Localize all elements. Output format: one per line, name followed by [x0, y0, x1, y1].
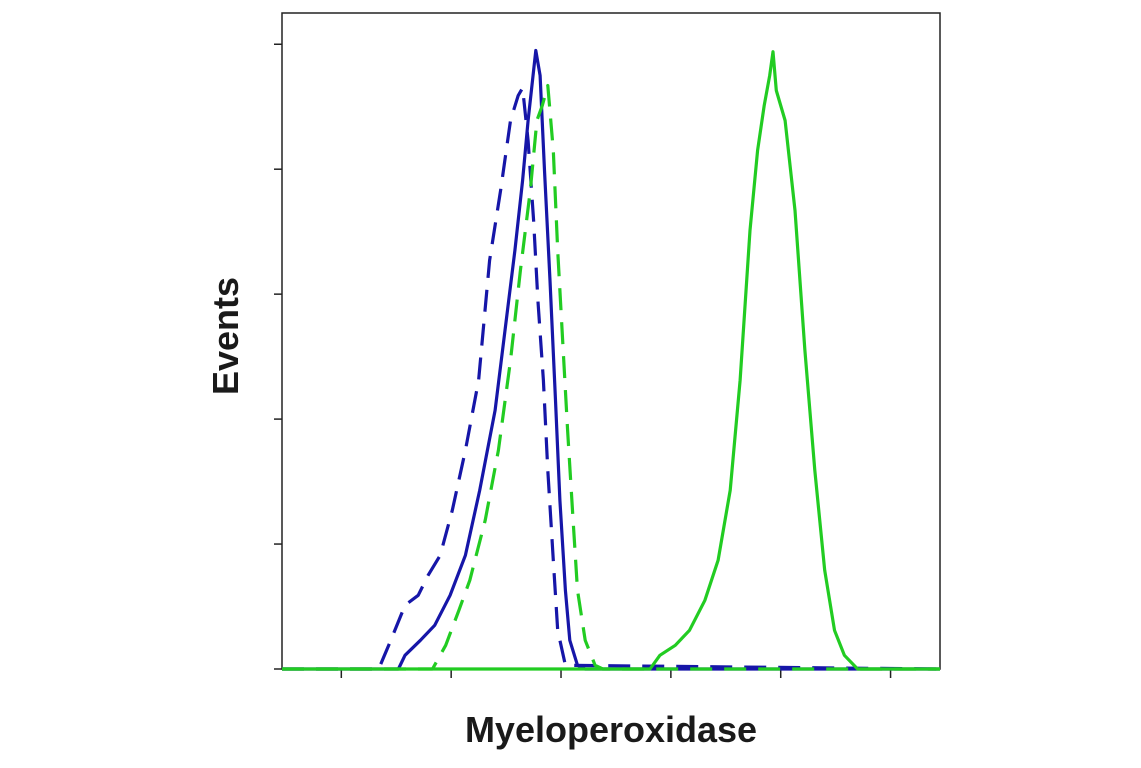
dashed-histogram-line	[282, 83, 940, 671]
x-axis-title: Myeloperoxidase	[465, 709, 757, 750]
y-axis-title: Events	[205, 277, 246, 395]
dashed-histogram-line	[282, 86, 941, 671]
plot-frame	[281, 12, 941, 670]
histogram-line	[282, 50, 940, 671]
histogram-line	[282, 48, 940, 671]
